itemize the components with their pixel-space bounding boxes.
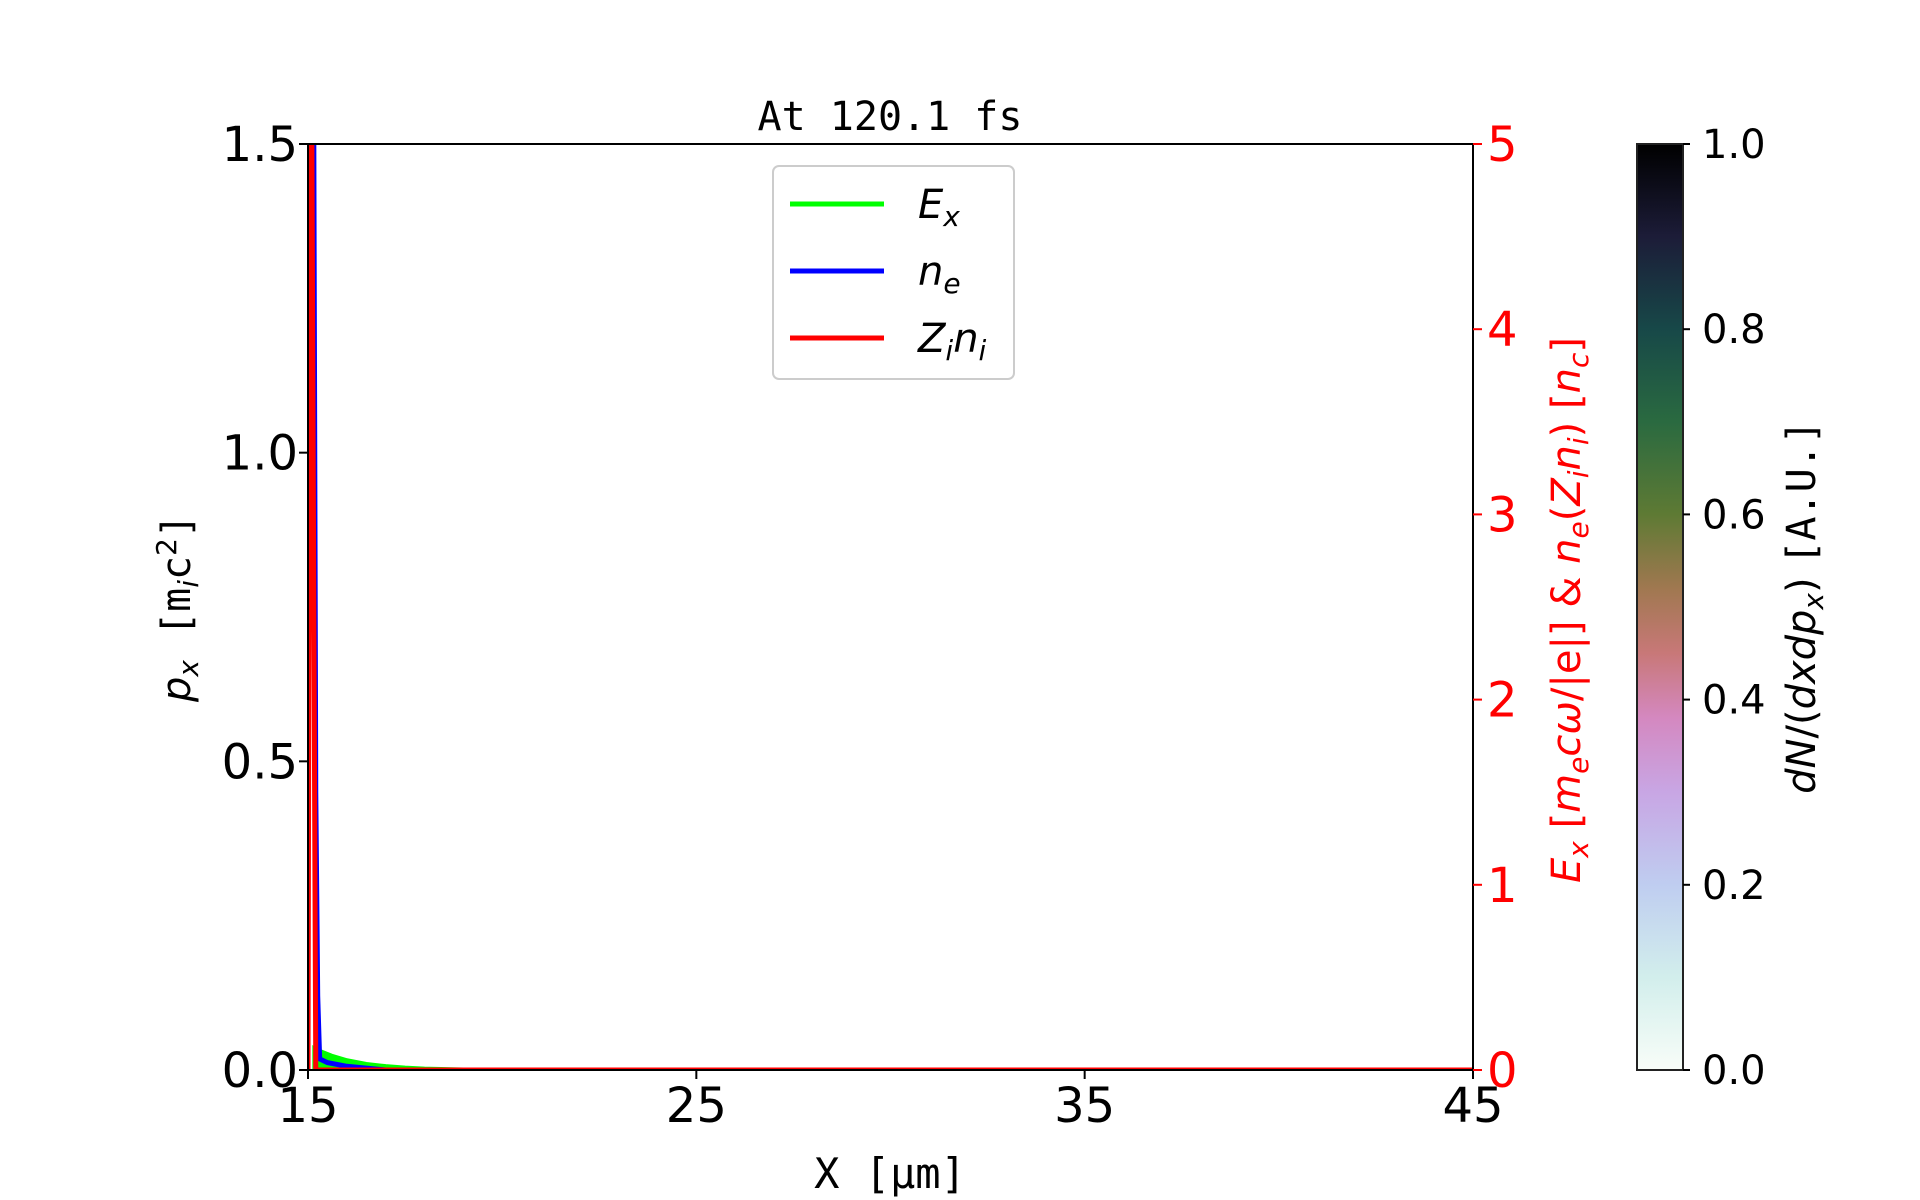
y-right-tick-label: 0 (1487, 1043, 1518, 1099)
colorbar-tick-label: 0.6 (1702, 492, 1766, 538)
y-left-ticks: 0.0 0.5 1.0 1.5 (222, 117, 308, 1099)
colorbar-label: dN/(dxdpx) [A.U.] (1779, 420, 1830, 794)
x-tick-label: 25 (666, 1078, 727, 1134)
colorbar-tick-label: 0.4 (1702, 678, 1766, 724)
colorbar (1636, 143, 1684, 1071)
series-fill-0 (312, 1045, 1473, 1070)
x-tick-label: 35 (1054, 1078, 1115, 1134)
series-line-2 (308, 144, 1473, 1070)
x-tick-label: 15 (277, 1078, 338, 1134)
y-right-tick-label: 3 (1487, 487, 1518, 543)
legend-label-1: ne (918, 249, 961, 300)
series-line-0 (312, 1045, 1473, 1070)
y-left-label-text: px [mic2] (150, 514, 205, 703)
y-right-tick-label: 5 (1487, 117, 1518, 173)
x-tick-label: 45 (1442, 1078, 1503, 1134)
y-left-tick-label: 1.5 (222, 117, 298, 173)
y-right-ticks: 0 1 2 3 4 5 (1473, 117, 1518, 1099)
legend-label-2: Zini (917, 316, 987, 367)
y-right-tick-label: 4 (1487, 302, 1518, 358)
y-right-tick-label: 2 (1487, 673, 1518, 729)
colorbar-tick-label: 0.8 (1702, 307, 1766, 353)
legend: Ex ne Zini (772, 165, 1015, 380)
colorbar-tick-label: 1.0 (1702, 122, 1766, 168)
colorbar-tick-label: 0.0 (1702, 1048, 1766, 1094)
y-left-tick-label: 1.0 (222, 426, 298, 482)
chart-title: At 120.1 fs (758, 94, 1023, 140)
y-left-tick-label: 0.0 (222, 1043, 298, 1099)
legend-box (772, 165, 1015, 380)
y-right-tick-label: 1 (1487, 858, 1518, 914)
legend-label-0: Ex (918, 182, 960, 233)
x-ticks: 15 25 35 45 (277, 1070, 1504, 1134)
y-right-label: Ex [mecω/|e|] & ne(Zini) [nc] (1544, 337, 1595, 883)
colorbar-tick-label: 0.2 (1702, 863, 1766, 909)
y-left-label: px [mic2] (150, 514, 205, 703)
x-axis-label: X [μm] (814, 1149, 966, 1198)
y-right-label-text: Ex [mecω/|e|] & ne(Zini) [nc] (1544, 337, 1595, 883)
colorbar-ticks: 0.0 0.2 0.4 0.6 0.8 1.0 (1683, 122, 1766, 1094)
y-left-tick-label: 0.5 (222, 734, 298, 790)
colorbar-label-text: dN/(dxdpx) [A.U.] (1779, 420, 1830, 794)
